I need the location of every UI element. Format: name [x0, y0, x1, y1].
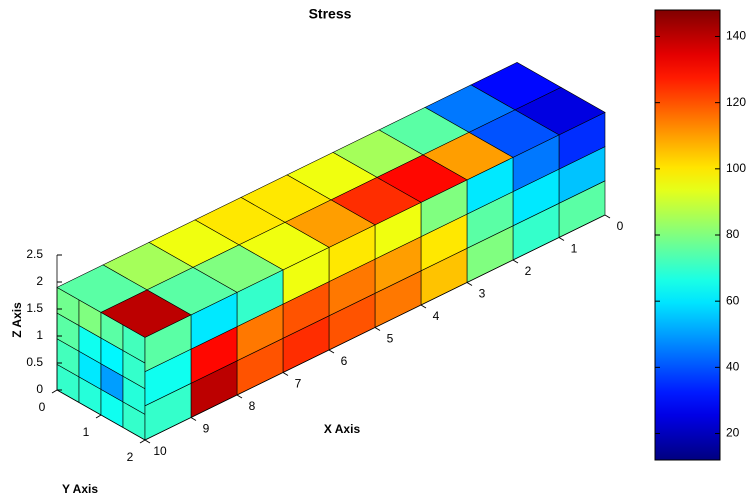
z-tick-label: 0 [36, 382, 43, 396]
chart: Stress X Axis Y Axis Z Axis 012345678910… [0, 0, 746, 501]
x-tick-label: 1 [571, 242, 578, 256]
x-tick-label: 9 [203, 422, 210, 436]
x-axis-label: X Axis [324, 422, 361, 436]
z-tick-label: 1 [36, 328, 43, 342]
x-tick-label: 2 [525, 264, 532, 278]
colorbar-tick-label: 140 [726, 29, 746, 43]
y-tick-label: 2 [127, 450, 134, 464]
x-tick [191, 418, 196, 421]
x-tick [559, 238, 564, 241]
colorbar-tick-label: 100 [726, 161, 746, 175]
z-tick-label: 1.5 [26, 301, 43, 315]
colorbar [655, 10, 720, 460]
x-tick-label: 3 [479, 287, 486, 301]
x-tick-label: 6 [341, 354, 348, 368]
z-tick-label: 2 [36, 274, 43, 288]
colorbar-tick-label: 120 [726, 95, 746, 109]
y-tick [96, 415, 101, 418]
x-tick [329, 350, 334, 353]
x-tick-label: 8 [249, 399, 256, 413]
x-tick-label: 4 [433, 309, 440, 323]
colorbar-tick-label: 40 [726, 360, 740, 374]
z-axis-label: Z Axis [10, 302, 24, 338]
x-tick-label: 0 [617, 219, 624, 233]
y-tick-label: 0 [39, 400, 46, 414]
z-tick-label: 2.5 [26, 247, 43, 261]
x-tick [513, 260, 518, 263]
x-tick [145, 440, 150, 443]
colorbar-tick-label: 20 [726, 426, 740, 440]
colorbar-tick-label: 60 [726, 293, 740, 307]
x-tick-label: 10 [153, 444, 167, 458]
y-tick [52, 390, 57, 393]
x-tick [467, 283, 472, 286]
x-tick-label: 7 [295, 377, 302, 391]
x-tick [605, 215, 610, 218]
x-tick [375, 328, 380, 331]
x-tick [283, 373, 288, 376]
colorbar-tick-label: 80 [726, 227, 740, 241]
y-axis-label: Y Axis [62, 482, 98, 496]
y-tick-label: 1 [83, 425, 90, 439]
x-tick [237, 395, 242, 398]
x-tick-label: 5 [387, 332, 394, 346]
x-tick [421, 305, 426, 308]
chart-title: Stress [309, 6, 352, 22]
y-tick [140, 440, 145, 443]
z-tick-label: 0.5 [26, 355, 43, 369]
